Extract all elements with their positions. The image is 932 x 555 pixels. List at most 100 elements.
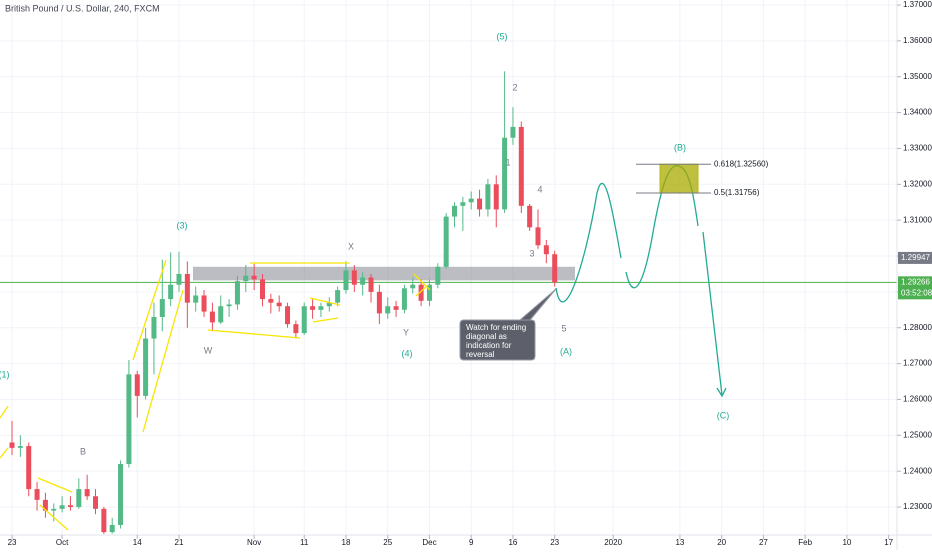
callout-text: diagonal as <box>466 332 507 341</box>
candle-body <box>368 277 374 292</box>
candle-body <box>351 270 357 285</box>
fib-label: 0.5(1.31756) <box>714 188 760 197</box>
candle-body <box>42 499 48 511</box>
x-tick-label: Nov <box>247 538 261 547</box>
candle-body <box>201 295 207 312</box>
candle-body <box>360 277 366 285</box>
wave-label: (B) <box>674 142 686 152</box>
callout: Watch for ending diagonal as indication … <box>459 288 557 361</box>
trendline <box>37 477 73 493</box>
y-tick-label: 1.24000 <box>903 466 932 475</box>
y-tick-label: 1.23000 <box>903 502 932 511</box>
x-tick-label: 17 <box>884 538 893 547</box>
wave-label: (5) <box>497 31 508 41</box>
y-tick-label: 1.34000 <box>903 108 932 117</box>
candle-body <box>134 374 140 396</box>
candle-body <box>101 508 107 533</box>
wave-label: (C) <box>717 410 730 420</box>
candle-body <box>168 284 174 300</box>
candle-body <box>93 496 99 509</box>
x-tick-label: 14 <box>133 538 142 547</box>
wave-label: (4) <box>402 348 413 358</box>
projection-path <box>555 183 622 303</box>
level-label: 1.29947 <box>901 253 930 262</box>
candle-body <box>343 270 349 291</box>
wave-labels: (1) B (3) W X Y (4) (5) 1 2 3 4 5 (A) (B… <box>0 31 729 456</box>
candle-body <box>118 464 124 525</box>
wave-label: Y <box>403 327 409 337</box>
support-zone <box>193 266 575 281</box>
x-tick-label: 2020 <box>604 538 622 547</box>
y-tick-label: 1.31000 <box>903 215 932 224</box>
y-tick-label: 1.33000 <box>903 144 932 153</box>
callout-text: reversal <box>466 350 495 359</box>
callout-text: indication for <box>466 341 512 350</box>
candle-body <box>218 306 224 323</box>
last-price-box <box>898 276 932 300</box>
callout-box <box>459 288 557 361</box>
candle-body <box>310 306 316 310</box>
x-tick-label: 23 <box>8 538 17 547</box>
wave-label: X <box>348 241 354 251</box>
candle-body <box>109 524 115 533</box>
candle-body <box>84 489 90 497</box>
axes: 1.23000 1.24000 1.25000 1.26000 1.27000 1.280… <box>8 0 932 547</box>
candle-body <box>234 281 240 305</box>
candle-body <box>285 306 291 325</box>
candle-body <box>51 508 57 511</box>
candle-body <box>176 273 182 285</box>
x-tick-label: 16 <box>508 538 517 547</box>
candle-body <box>9 442 15 448</box>
candle-body <box>426 284 432 301</box>
countdown-label: 03:52:08 <box>901 288 932 297</box>
trendlines <box>0 259 431 531</box>
trendline <box>207 329 301 339</box>
x-tick-label: 10 <box>842 538 851 547</box>
wave-label: B <box>80 446 86 456</box>
candle-body <box>151 316 157 339</box>
y-tick-label: 1.37000 <box>903 0 932 9</box>
level-label-box <box>898 251 932 264</box>
candle-body <box>143 338 149 396</box>
candle-body <box>26 446 32 490</box>
x-tick-label: Feb <box>798 538 812 547</box>
candle-body <box>435 266 441 285</box>
trendline <box>132 259 167 361</box>
candle-body <box>468 198 474 203</box>
x-tick-label: 27 <box>759 538 768 547</box>
fib-retracement: 0.618(1.32560) 0.5(1.31756) <box>636 159 769 197</box>
wave-label: W <box>204 345 213 355</box>
candle-body <box>335 290 341 303</box>
wave-label: (3) <box>177 220 188 230</box>
wave-label: 1 <box>505 157 510 167</box>
trendline <box>415 284 429 297</box>
candle-body <box>126 374 132 465</box>
candle-body <box>276 302 282 307</box>
candle-body <box>527 205 533 228</box>
candle-body <box>268 299 274 303</box>
trendline <box>312 317 339 323</box>
callout-text: Watch for ending <box>466 323 526 332</box>
candle-body <box>184 273 190 303</box>
candle-body <box>376 291 382 314</box>
x-tick-label: 21 <box>175 538 184 547</box>
chart-title: British Pound / U.S. Dollar, 240, FXCM <box>5 3 160 13</box>
x-tick-label: 23 <box>550 538 559 547</box>
wave-label: (A) <box>560 346 572 356</box>
trendline <box>142 289 184 433</box>
candle-body <box>477 198 483 210</box>
candle-body <box>193 295 199 303</box>
candle-body <box>485 184 491 210</box>
x-tick-label: Dec <box>422 538 436 547</box>
trendline <box>0 405 9 419</box>
candles <box>9 71 558 534</box>
x-tick-label: 25 <box>383 538 392 547</box>
candle-body <box>159 299 165 317</box>
wave-label: 3 <box>529 248 534 258</box>
candle-body <box>259 279 265 300</box>
fib-fill <box>659 163 699 194</box>
x-tick-label: Oct <box>56 538 69 547</box>
candle-body <box>518 126 524 206</box>
y-tick-label: 1.36000 <box>903 36 932 45</box>
candle-body <box>493 184 499 210</box>
